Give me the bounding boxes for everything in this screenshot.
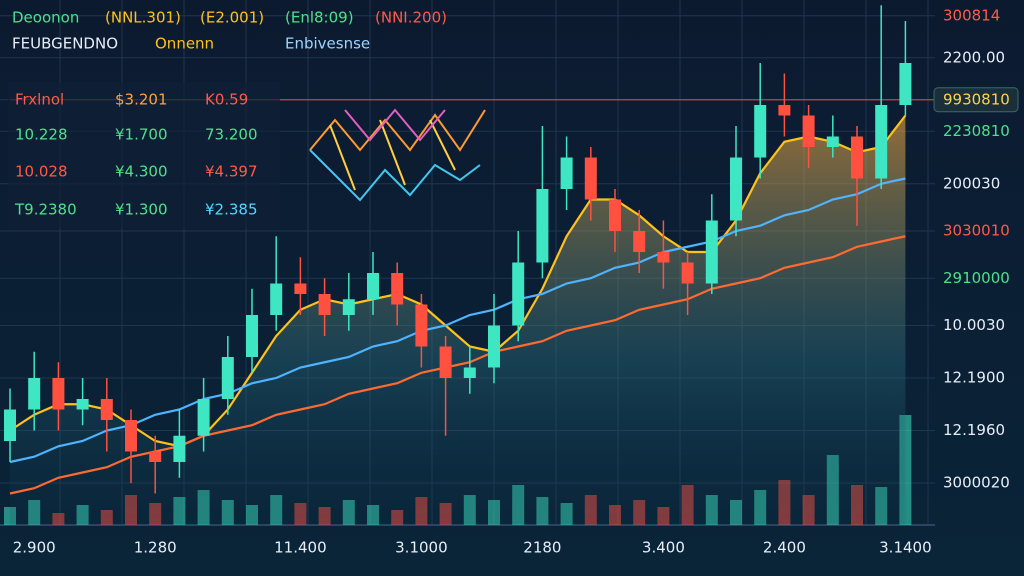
header-item: (NNI.200) [375,9,447,27]
y-tick-label: 2230810 [943,122,1010,140]
candle-body [778,105,791,116]
x-tick-label: 1.280 [134,539,177,557]
candle-body [802,115,815,147]
candle-body [76,399,89,410]
candle-body [318,294,331,315]
candle-body [536,189,549,263]
candle-body [705,220,718,284]
candle-body [391,273,404,305]
candle-body [439,346,452,378]
candle-body [463,367,476,378]
y-tick-label: 300814 [943,6,1000,24]
header-item: (NNL.301) [105,9,181,27]
candle-body [512,262,525,326]
candle-body [657,252,670,263]
candle-body [4,409,16,441]
candle-body [681,262,694,284]
candle-body [584,157,597,200]
candle-body [367,273,379,300]
candle-body [851,136,863,179]
candle-body [609,199,621,231]
x-tick-label: 3.1000 [395,539,448,557]
candle-body [125,420,137,452]
candle-body [899,63,912,105]
candle-body [246,315,258,357]
quote-cell: ¥4.300 [115,163,168,181]
quote-cell: $3.201 [115,91,168,109]
price-tag [933,87,1019,113]
quote-cell: 10.028 [15,163,68,181]
quote-cell: T9.2380 [14,201,77,219]
quote-cell: ¥2.385 [205,201,258,219]
quote-cell: K0.59 [205,91,248,109]
quote-cell: ¥1.700 [115,126,168,144]
candle-body [149,451,162,462]
quote-cell: Frxlnol [15,91,64,109]
quote-cell: 73.200 [205,126,258,144]
candle-body [415,304,428,347]
y-tick-label: 9930810 [943,90,1010,108]
quote-cell: 10.228 [15,126,68,144]
candle-body [100,399,113,420]
candle-body [270,283,283,315]
ma-line [9,177,906,464]
y-tick-label: 2200.00 [943,48,1005,66]
y-tick-label: 200030 [943,174,1000,192]
candle-body [342,299,355,315]
x-tick-label: 2.400 [763,539,806,557]
candle-body [633,231,646,252]
candle-body [875,105,888,179]
candle-body [488,325,500,368]
x-tick-label: 3.1400 [879,539,932,557]
header-sub: Onnenn [155,35,214,53]
y-tick-label: 3030010 [943,222,1010,240]
header-item: Deoonon [12,9,79,27]
candle-body [560,157,573,189]
candle-body [197,399,210,436]
candle-body [754,105,767,158]
x-tick-label: 11.400 [274,539,327,557]
y-tick-label: 3000020 [943,474,1010,492]
quote-cell: ¥1.300 [115,201,168,219]
header-item: (Enl8:09) [285,9,354,27]
header-sub: FEUBGENDNO [12,35,118,53]
ma-line [9,235,906,495]
network-decoration [309,108,486,202]
quote-panel [8,82,280,228]
candle-body [52,378,65,410]
ma-area [10,115,906,525]
y-tick-label: 10.0030 [943,316,1005,334]
y-tick-label: 2910000 [943,269,1010,287]
candle-body [826,136,839,147]
candle-body [28,378,41,410]
header-item: (E2.001) [200,9,264,27]
candle-body [294,283,307,294]
header-sub: Enbivesnse [285,35,370,53]
ma-line [9,114,907,448]
candle-body [730,157,742,221]
x-tick-label: 2.900 [13,539,56,557]
quote-cell: ¥4.397 [205,163,258,181]
x-tick-label: 3.400 [642,539,685,557]
x-tick-label: 2180 [523,539,561,557]
y-tick-label: 12.1900 [943,369,1005,387]
candle-body [173,435,186,462]
y-tick-label: 12.1960 [943,421,1005,439]
candle-body [221,357,234,399]
